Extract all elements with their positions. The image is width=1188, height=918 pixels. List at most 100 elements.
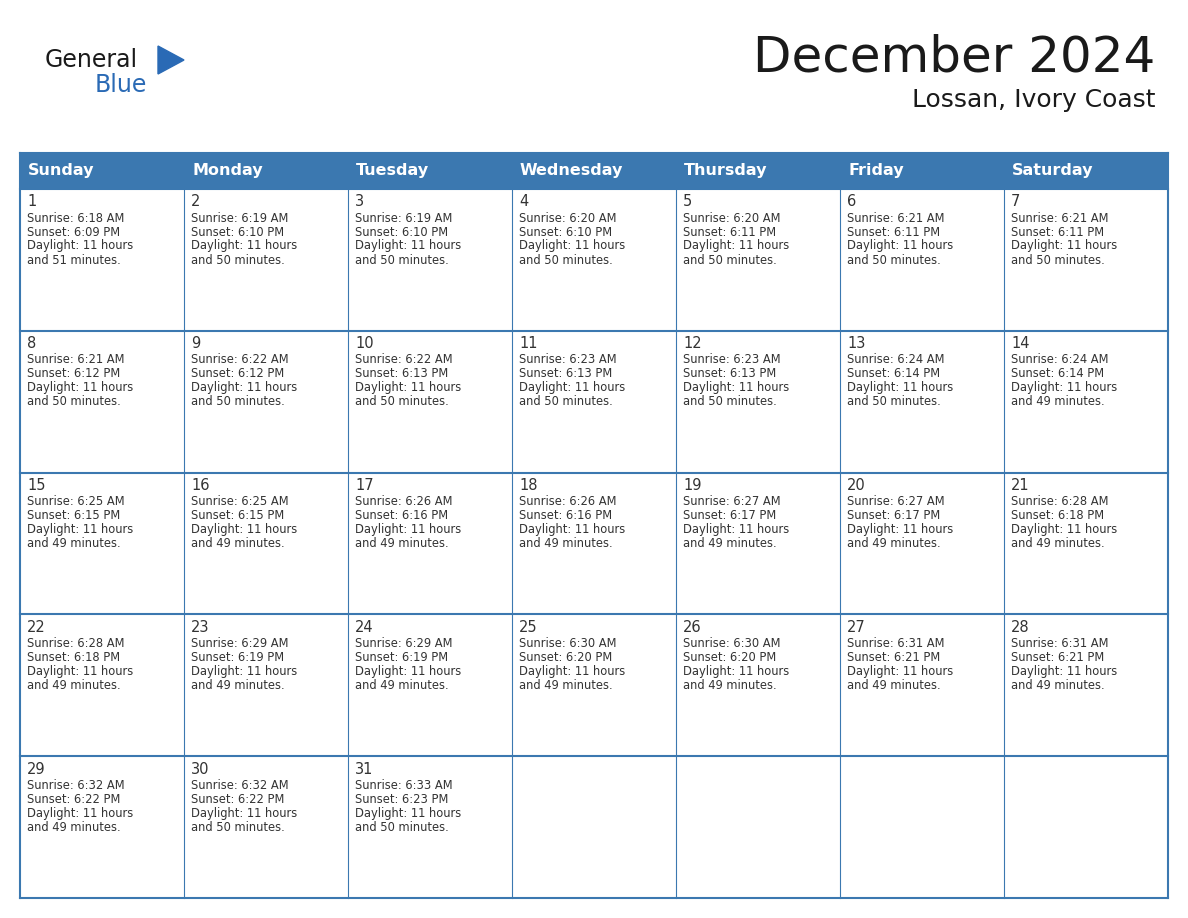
Bar: [512, 330, 676, 473]
Text: Daylight: 11 hours: Daylight: 11 hours: [847, 240, 953, 252]
Bar: [20, 153, 184, 189]
Text: Blue: Blue: [95, 73, 147, 97]
Text: Sunset: 6:09 PM: Sunset: 6:09 PM: [27, 226, 120, 239]
Text: 30: 30: [191, 762, 209, 777]
Bar: [1004, 473, 1168, 614]
Bar: [20, 330, 184, 473]
Text: Sunrise: 6:24 AM: Sunrise: 6:24 AM: [847, 353, 944, 366]
Text: and 50 minutes.: and 50 minutes.: [683, 253, 777, 266]
Text: and 49 minutes.: and 49 minutes.: [1011, 679, 1105, 692]
Text: 23: 23: [191, 620, 209, 635]
Text: Daylight: 11 hours: Daylight: 11 hours: [191, 665, 297, 677]
Text: 12: 12: [683, 336, 702, 352]
Text: Sunrise: 6:19 AM: Sunrise: 6:19 AM: [355, 211, 453, 225]
Text: Sunset: 6:18 PM: Sunset: 6:18 PM: [1011, 509, 1104, 522]
Text: Thursday: Thursday: [684, 163, 767, 178]
Bar: [1004, 614, 1168, 756]
Text: Daylight: 11 hours: Daylight: 11 hours: [519, 381, 625, 395]
Text: Sunset: 6:14 PM: Sunset: 6:14 PM: [1011, 367, 1104, 380]
Text: Daylight: 11 hours: Daylight: 11 hours: [191, 381, 297, 395]
Text: and 50 minutes.: and 50 minutes.: [191, 253, 285, 266]
Text: Sunrise: 6:20 AM: Sunrise: 6:20 AM: [519, 211, 617, 225]
Text: Sunrise: 6:18 AM: Sunrise: 6:18 AM: [27, 211, 125, 225]
Text: and 50 minutes.: and 50 minutes.: [847, 396, 941, 409]
Text: Sunrise: 6:29 AM: Sunrise: 6:29 AM: [191, 637, 289, 650]
Text: Tuesday: Tuesday: [356, 163, 429, 178]
Text: Daylight: 11 hours: Daylight: 11 hours: [355, 807, 461, 820]
Text: Sunset: 6:11 PM: Sunset: 6:11 PM: [847, 226, 940, 239]
Text: Sunrise: 6:22 AM: Sunrise: 6:22 AM: [191, 353, 289, 366]
Text: Sunset: 6:22 PM: Sunset: 6:22 PM: [27, 793, 120, 806]
Text: Sunrise: 6:22 AM: Sunrise: 6:22 AM: [355, 353, 453, 366]
Text: Daylight: 11 hours: Daylight: 11 hours: [519, 665, 625, 677]
Text: 22: 22: [27, 620, 46, 635]
Text: Sunrise: 6:19 AM: Sunrise: 6:19 AM: [191, 211, 289, 225]
Text: Lossan, Ivory Coast: Lossan, Ivory Coast: [911, 88, 1155, 112]
Bar: [676, 189, 840, 330]
Bar: [840, 153, 1004, 189]
Text: and 49 minutes.: and 49 minutes.: [355, 679, 449, 692]
Bar: [184, 614, 348, 756]
Text: Daylight: 11 hours: Daylight: 11 hours: [683, 381, 789, 395]
Text: and 49 minutes.: and 49 minutes.: [683, 537, 777, 550]
Bar: [840, 614, 1004, 756]
Text: Friday: Friday: [848, 163, 904, 178]
Text: Sunset: 6:13 PM: Sunset: 6:13 PM: [519, 367, 612, 380]
Text: 18: 18: [519, 478, 537, 493]
Text: Sunset: 6:16 PM: Sunset: 6:16 PM: [355, 509, 448, 522]
Text: and 49 minutes.: and 49 minutes.: [519, 679, 613, 692]
Text: and 49 minutes.: and 49 minutes.: [27, 821, 121, 834]
Text: Daylight: 11 hours: Daylight: 11 hours: [355, 381, 461, 395]
Text: Sunset: 6:15 PM: Sunset: 6:15 PM: [27, 509, 120, 522]
Text: Sunrise: 6:26 AM: Sunrise: 6:26 AM: [355, 495, 453, 508]
Text: Wednesday: Wednesday: [520, 163, 624, 178]
Text: Sunset: 6:10 PM: Sunset: 6:10 PM: [355, 226, 448, 239]
Text: and 49 minutes.: and 49 minutes.: [1011, 396, 1105, 409]
Text: and 50 minutes.: and 50 minutes.: [847, 253, 941, 266]
Text: and 50 minutes.: and 50 minutes.: [191, 396, 285, 409]
Text: 29: 29: [27, 762, 45, 777]
Text: and 49 minutes.: and 49 minutes.: [27, 679, 121, 692]
Text: Sunrise: 6:25 AM: Sunrise: 6:25 AM: [27, 495, 125, 508]
Text: Sunset: 6:22 PM: Sunset: 6:22 PM: [191, 793, 284, 806]
Text: Daylight: 11 hours: Daylight: 11 hours: [355, 240, 461, 252]
Text: 10: 10: [355, 336, 373, 352]
Text: Daylight: 11 hours: Daylight: 11 hours: [27, 523, 133, 536]
Text: 3: 3: [355, 195, 365, 209]
Text: Daylight: 11 hours: Daylight: 11 hours: [1011, 381, 1117, 395]
Text: Sunrise: 6:31 AM: Sunrise: 6:31 AM: [847, 637, 944, 650]
Bar: [348, 473, 512, 614]
Text: Sunset: 6:19 PM: Sunset: 6:19 PM: [355, 651, 448, 664]
Bar: [20, 756, 184, 898]
Bar: [840, 189, 1004, 330]
Text: Sunset: 6:10 PM: Sunset: 6:10 PM: [519, 226, 612, 239]
Text: Daylight: 11 hours: Daylight: 11 hours: [847, 665, 953, 677]
Bar: [348, 330, 512, 473]
Text: 4: 4: [519, 195, 529, 209]
Bar: [184, 473, 348, 614]
Bar: [20, 189, 184, 330]
Text: 2: 2: [191, 195, 201, 209]
Text: Daylight: 11 hours: Daylight: 11 hours: [27, 240, 133, 252]
Bar: [840, 473, 1004, 614]
Text: Sunrise: 6:28 AM: Sunrise: 6:28 AM: [1011, 495, 1108, 508]
Bar: [348, 614, 512, 756]
Text: Sunrise: 6:25 AM: Sunrise: 6:25 AM: [191, 495, 289, 508]
Bar: [1004, 189, 1168, 330]
Text: Sunrise: 6:29 AM: Sunrise: 6:29 AM: [355, 637, 453, 650]
Text: Sunrise: 6:21 AM: Sunrise: 6:21 AM: [1011, 211, 1108, 225]
Text: Sunrise: 6:32 AM: Sunrise: 6:32 AM: [27, 778, 125, 791]
Text: Daylight: 11 hours: Daylight: 11 hours: [519, 523, 625, 536]
Text: Sunrise: 6:32 AM: Sunrise: 6:32 AM: [191, 778, 289, 791]
Bar: [1004, 330, 1168, 473]
Text: Daylight: 11 hours: Daylight: 11 hours: [191, 240, 297, 252]
Text: Sunset: 6:18 PM: Sunset: 6:18 PM: [27, 651, 120, 664]
Text: Sunset: 6:12 PM: Sunset: 6:12 PM: [191, 367, 284, 380]
Text: Sunrise: 6:20 AM: Sunrise: 6:20 AM: [683, 211, 781, 225]
Bar: [676, 756, 840, 898]
Text: and 49 minutes.: and 49 minutes.: [1011, 537, 1105, 550]
Text: Daylight: 11 hours: Daylight: 11 hours: [355, 665, 461, 677]
Text: Daylight: 11 hours: Daylight: 11 hours: [27, 665, 133, 677]
Text: and 49 minutes.: and 49 minutes.: [847, 679, 941, 692]
Text: and 50 minutes.: and 50 minutes.: [355, 396, 449, 409]
